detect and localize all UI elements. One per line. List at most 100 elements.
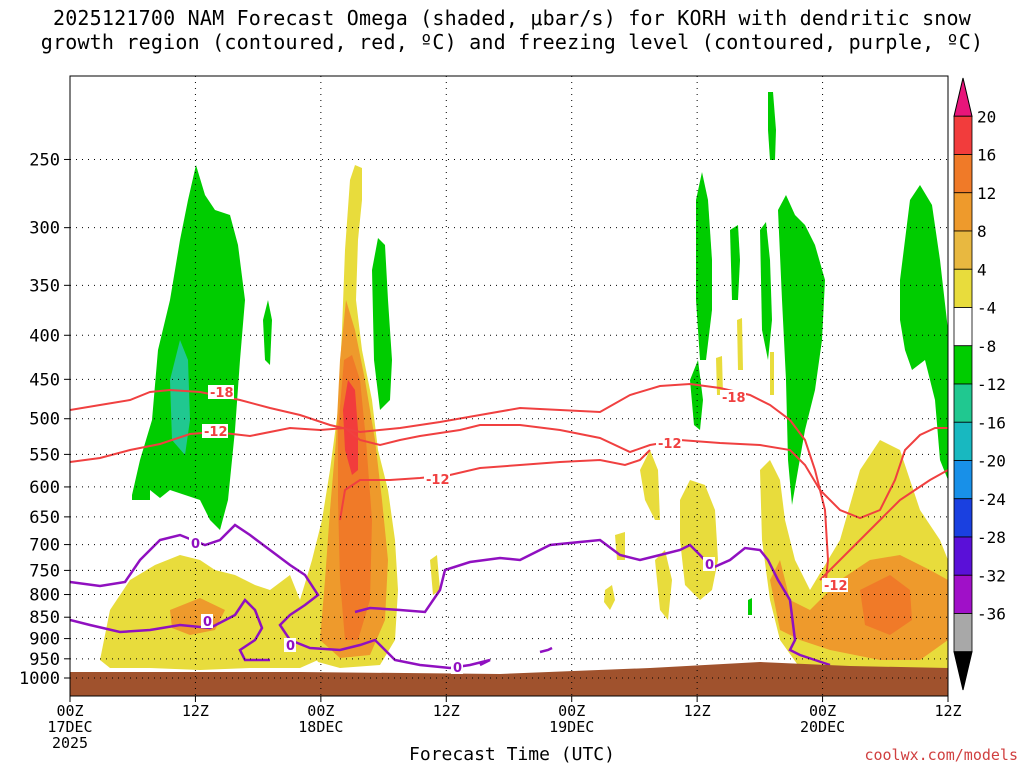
- omega-area-darkorange-20dec: [860, 575, 912, 635]
- colorbar-segment: [953, 77, 973, 117]
- omega-area-red-core-18dec: [343, 380, 358, 475]
- y-tick-label: 900: [29, 630, 60, 650]
- contour-label-minus12-a: -12: [204, 425, 228, 440]
- omega-area-orange-20dec: [770, 555, 948, 660]
- contour-label-minus12-c: -12: [658, 437, 682, 452]
- colorbar-segment: [953, 115, 973, 155]
- label-bg-minus18-b: [720, 390, 746, 404]
- x-tick-label: 00Z: [56, 702, 83, 720]
- title-line-1: 2025121700 NAM Forecast Omega (shaded, μ…: [52, 6, 972, 30]
- freezing-level-contour-c: [354, 538, 831, 667]
- y-axis-ticks: 2503003504004505005506006507007508008509…: [19, 150, 70, 689]
- dgz-minus12-contour-upper: [70, 424, 948, 520]
- contour-label-minus12-d: -12: [824, 579, 848, 594]
- y-tick-label: 500: [29, 410, 60, 430]
- x-tick-label: 12Z: [684, 702, 711, 720]
- colorbar: 20 16 12 8 4 -4 -8 -12 -16 -20 -24 -28 -32 -36: [953, 77, 1006, 691]
- dgz-minus12-contour-20dec: [819, 469, 948, 581]
- colorbar-segment: [953, 230, 973, 270]
- omega-area-green-19dec-e: [768, 92, 776, 160]
- grid: [70, 76, 948, 696]
- colorbar-segment: [953, 192, 973, 232]
- y-tick-label: 600: [29, 478, 60, 498]
- x-tick-label: 00Z: [307, 702, 334, 720]
- omega-shading-negative: [132, 92, 948, 615]
- colorbar-segment: [953, 574, 973, 614]
- dgz-minus18-contour: [70, 382, 830, 591]
- y-tick-label: 950: [29, 650, 60, 670]
- x-tick-label: 12Z: [433, 702, 460, 720]
- colorbar-label: -24: [977, 490, 1006, 509]
- colorbar-label: -16: [977, 413, 1006, 432]
- freezing-level-contour-d: [539, 646, 553, 654]
- x-tick-label: 19DEC: [549, 718, 594, 736]
- label-bg-minus12-c: [656, 436, 682, 450]
- label-bg-minus12-a: [202, 424, 228, 438]
- y-tick-label: 650: [29, 508, 60, 528]
- label-bg-zero-b: [201, 614, 213, 628]
- colorbar-segment: [953, 307, 973, 347]
- omega-area-yellow-small-1: [604, 585, 615, 610]
- colorbar-segment: [953, 460, 973, 500]
- colorbar-label: 20: [977, 107, 996, 126]
- colorbar-segment: [953, 345, 973, 385]
- omega-area-green-tiny-20dec: [748, 598, 752, 615]
- omega-area-green-19dec-d: [778, 195, 825, 505]
- y-tick-label: 800: [29, 586, 60, 606]
- label-bg-minus12-b: [424, 472, 450, 486]
- label-bg-zero-a: [189, 536, 201, 550]
- colorbar-label: -20: [977, 452, 1006, 471]
- x-axis-label: Forecast Time (UTC): [409, 744, 615, 765]
- chart-title: 2025121700 NAM Forecast Omega (shaded, μ…: [0, 6, 1024, 54]
- contour-label-minus12-b: -12: [426, 473, 450, 488]
- colorbar-label: -28: [977, 528, 1006, 547]
- omega-area-green-tiny-17dec: [263, 300, 272, 365]
- x-tick-label: 20DEC: [800, 718, 845, 736]
- omega-area-yellow-19dec-c: [655, 550, 672, 620]
- omega-area-yellow-small-5: [770, 352, 774, 395]
- x-tick-label: 12Z: [934, 702, 961, 720]
- colorbar-label: -4: [977, 299, 996, 318]
- omega-area-yellow-small-4: [737, 318, 743, 370]
- colorbar-segment: [953, 651, 973, 691]
- colorbar-label: 8: [977, 222, 987, 241]
- terrain: [70, 662, 948, 696]
- freezing-level-contour-b: [70, 598, 270, 662]
- label-bg-zero-d: [451, 660, 463, 674]
- colorbar-label: -32: [977, 566, 1006, 585]
- contour-label-zero-a: 0: [191, 537, 200, 552]
- colorbar-label: -8: [977, 337, 996, 356]
- title-line-2: growth region (contoured, red, ºC) and f…: [40, 30, 984, 54]
- y-tick-label: 400: [29, 326, 60, 346]
- y-tick-label: 850: [29, 608, 60, 628]
- label-bg-minus18-a: [208, 385, 234, 399]
- y-tick-label: 450: [29, 370, 60, 390]
- y-tick-label: 550: [29, 445, 60, 465]
- omega-area-green-19dec-c: [760, 222, 772, 360]
- omega-area-teal-17dec: [170, 340, 190, 455]
- colorbar-segment: [953, 268, 973, 308]
- omega-area-yellow-19dec-lowlevel: [640, 450, 660, 520]
- contour-labels: -18 -18 -12 -12 -12 -12 0 0 0 0 0: [189, 385, 848, 676]
- label-bg-minus12-d: [822, 578, 848, 592]
- colorbar-segment: [953, 536, 973, 576]
- colorbar-segment: [953, 383, 973, 423]
- x-tick-label: 12Z: [182, 702, 209, 720]
- y-tick-label: 350: [29, 276, 60, 296]
- dgz-minus12-contour-lower: [339, 449, 651, 521]
- omega-area-green-19dec-a: [696, 172, 712, 360]
- omega-area-yellow-small-2: [430, 555, 440, 595]
- y-tick-label: 1000: [19, 669, 60, 689]
- label-bg-zero-c: [284, 638, 296, 652]
- colorbar-segment: [953, 498, 973, 538]
- omega-area-yellow-small-6: [716, 356, 723, 395]
- x-tick-label: 17DEC: [47, 718, 92, 736]
- colorbar-label: 12: [977, 184, 996, 203]
- colorbar-segment: [953, 421, 973, 461]
- omega-area-green-19dec-f: [690, 360, 703, 430]
- omega-area-green-19dec-b: [730, 225, 740, 300]
- contour-label-zero-b: 0: [203, 615, 212, 630]
- colorbar-segment: [953, 613, 973, 653]
- contour-label-minus18-a: -18: [210, 386, 234, 401]
